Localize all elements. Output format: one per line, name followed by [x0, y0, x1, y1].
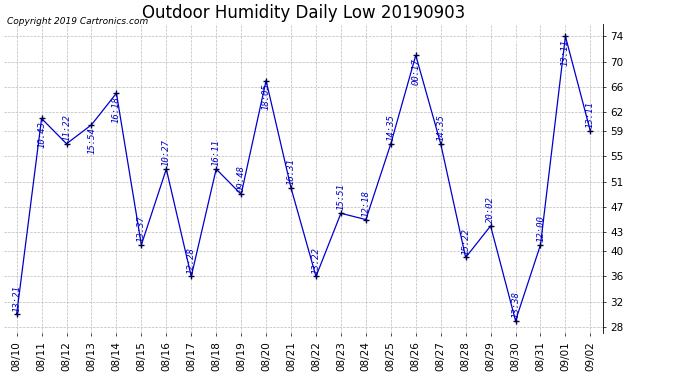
Text: 16:31: 16:31 — [286, 158, 295, 185]
Text: 13:38: 13:38 — [511, 291, 520, 318]
Text: 11:22: 11:22 — [62, 114, 71, 141]
Title: Outdoor Humidity Daily Low 20190903: Outdoor Humidity Daily Low 20190903 — [142, 4, 465, 22]
Text: 12:18: 12:18 — [362, 190, 371, 217]
Text: 13:37: 13:37 — [137, 215, 146, 242]
Text: 12:00: 12:00 — [536, 215, 545, 242]
Text: 14:35: 14:35 — [436, 114, 445, 141]
Text: 16:18: 16:18 — [112, 96, 121, 123]
Text: 10:43: 10:43 — [37, 121, 46, 148]
Text: 20:02: 20:02 — [486, 196, 495, 223]
Text: 14:35: 14:35 — [386, 114, 395, 141]
Text: 18:05: 18:05 — [262, 83, 270, 110]
Text: 00:17: 00:17 — [411, 58, 420, 85]
Text: 13:21: 13:21 — [12, 285, 21, 312]
Text: 15:22: 15:22 — [461, 228, 470, 255]
Text: 10:27: 10:27 — [162, 140, 171, 166]
Text: 16:11: 16:11 — [212, 140, 221, 166]
Text: 15:51: 15:51 — [337, 184, 346, 210]
Text: 13:11: 13:11 — [561, 39, 570, 66]
Text: 15:54: 15:54 — [87, 128, 96, 154]
Text: 09:48: 09:48 — [237, 165, 246, 192]
Text: 13:22: 13:22 — [311, 247, 320, 274]
Text: Copyright 2019 Cartronics.com: Copyright 2019 Cartronics.com — [7, 17, 148, 26]
Text: 13:11: 13:11 — [586, 102, 595, 128]
Text: 12:28: 12:28 — [187, 247, 196, 274]
